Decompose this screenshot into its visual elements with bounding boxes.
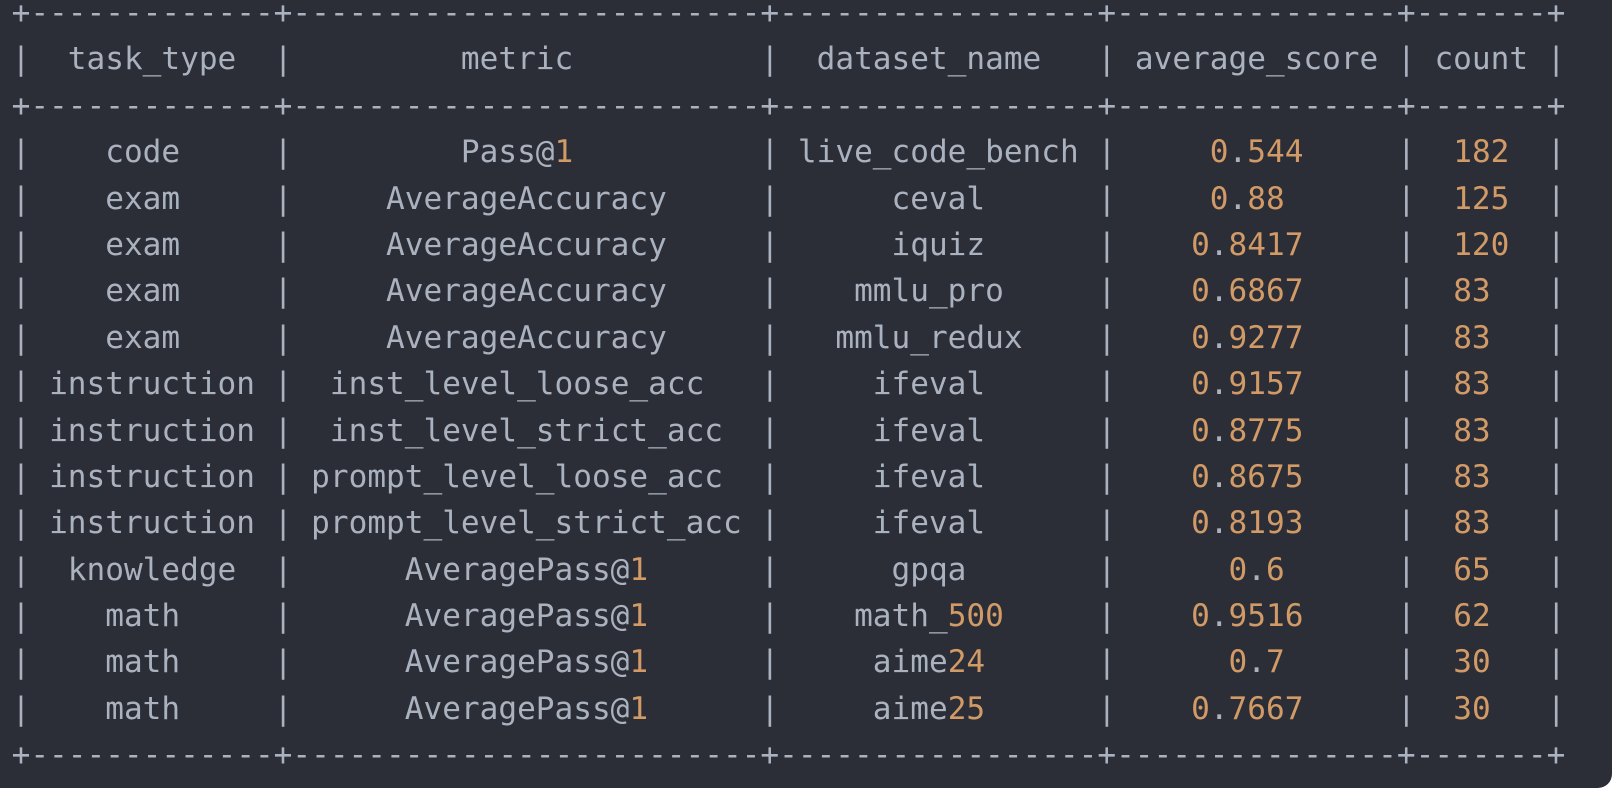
- cell-average-score: 0.7: [1228, 644, 1285, 681]
- cell-average-score: 0.88: [1209, 180, 1285, 217]
- cell-dataset-name: ifeval: [872, 366, 986, 403]
- cell-dataset-name: aime24: [872, 644, 986, 681]
- header-row: | task_type | metric | dataset_name | av…: [11, 41, 1566, 78]
- cell-task-type: knowledge: [67, 551, 237, 588]
- table-row: | math | AveragePass@1 | aime24 | 0.7 | …: [11, 644, 1566, 681]
- cell-metric: prompt_level_loose_acc: [311, 458, 724, 495]
- cell-average-score: 0.6: [1228, 551, 1285, 588]
- cell-count: 120: [1453, 226, 1510, 263]
- cell-task-type: exam: [105, 319, 181, 356]
- cell-dataset-name: ifeval: [872, 505, 986, 542]
- table-row: | exam | AverageAccuracy | mmlu_pro | 0.…: [11, 273, 1566, 310]
- cell-metric: AveragePass@1: [404, 644, 649, 681]
- cell-count: 62: [1453, 598, 1491, 635]
- cell-count: 182: [1453, 134, 1510, 171]
- cell-task-type: task_type: [67, 41, 237, 78]
- table-row: | exam | AverageAccuracy | ceval | 0.88 …: [11, 180, 1566, 217]
- cell-average-score: 0.8417: [1191, 226, 1304, 263]
- table-row: | instruction | prompt_level_loose_acc |…: [11, 458, 1566, 495]
- cell-count: 30: [1453, 644, 1491, 681]
- table-row: | exam | AverageAccuracy | mmlu_redux | …: [11, 319, 1566, 356]
- cell-dataset-name: live_code_bench: [797, 134, 1079, 171]
- cell-metric: AverageAccuracy: [386, 226, 667, 263]
- cell-task-type: instruction: [49, 458, 255, 495]
- cell-dataset-name: ceval: [891, 180, 986, 217]
- table-row: | instruction | inst_level_loose_acc | i…: [11, 366, 1566, 403]
- cell-metric: AveragePass@1: [404, 598, 649, 635]
- table-row: | knowledge | AveragePass@1 | gpqa | 0.6…: [11, 551, 1566, 588]
- table-row: | instruction | inst_level_strict_acc | …: [11, 412, 1566, 449]
- cell-count: 83: [1453, 412, 1491, 449]
- cell-average-score: 0.9157: [1191, 366, 1304, 403]
- cell-count: 125: [1453, 180, 1510, 217]
- cell-dataset-name: math_500: [854, 598, 1004, 635]
- cell-task-type: code: [105, 134, 181, 171]
- cell-count: 83: [1453, 273, 1491, 310]
- cell-task-type: exam: [105, 180, 181, 217]
- cell-metric: AveragePass@1: [404, 551, 649, 588]
- cell-average-score: 0.544: [1209, 134, 1304, 171]
- cell-metric: prompt_level_strict_acc: [311, 505, 742, 542]
- cell-task-type: exam: [105, 226, 181, 263]
- cell-metric: AverageAccuracy: [386, 180, 667, 217]
- cell-dataset-name: iquiz: [891, 226, 986, 263]
- cell-metric: inst_level_loose_acc: [329, 366, 705, 403]
- cell-dataset-name: ifeval: [872, 458, 986, 495]
- cell-average-score: average_score: [1134, 41, 1379, 78]
- cell-dataset-name: aime25: [872, 690, 986, 727]
- cell-metric: AveragePass@1: [404, 690, 649, 727]
- cell-count: 83: [1453, 458, 1491, 495]
- cell-count: 30: [1453, 690, 1491, 727]
- cell-task-type: math: [105, 598, 181, 635]
- cell-count: 83: [1453, 505, 1491, 542]
- table-border: +-------------+-------------------------…: [11, 737, 1566, 774]
- table-row: | code | Pass@1 | live_code_bench | 0.54…: [11, 134, 1566, 171]
- cell-average-score: 0.9277: [1191, 319, 1304, 356]
- cell-count: count: [1434, 41, 1529, 78]
- table-row: | exam | AverageAccuracy | iquiz | 0.841…: [11, 226, 1566, 263]
- results-table: +-------------+-------------------------…: [12, 0, 1566, 779]
- cell-average-score: 0.9516: [1191, 598, 1304, 635]
- cell-count: 83: [1453, 319, 1491, 356]
- cell-dataset-name: mmlu_pro: [854, 273, 1004, 310]
- cell-dataset-name: gpqa: [891, 551, 967, 588]
- cell-task-type: instruction: [49, 412, 255, 449]
- cell-metric: Pass@1: [460, 134, 574, 171]
- cell-average-score: 0.6867: [1191, 273, 1304, 310]
- cell-average-score: 0.8775: [1191, 412, 1304, 449]
- cell-dataset-name: dataset_name: [816, 41, 1042, 78]
- cell-task-type: math: [105, 690, 181, 727]
- cell-count: 65: [1453, 551, 1491, 588]
- cell-count: 83: [1453, 366, 1491, 403]
- table-border: +-------------+-------------------------…: [11, 0, 1566, 31]
- table-row: | math | AveragePass@1 | aime25 | 0.7667…: [11, 690, 1566, 727]
- cell-task-type: math: [105, 644, 181, 681]
- table-row: | instruction | prompt_level_strict_acc …: [11, 505, 1566, 542]
- cell-dataset-name: mmlu_redux: [835, 319, 1023, 356]
- cell-metric: AverageAccuracy: [386, 273, 667, 310]
- table-row: | math | AveragePass@1 | math_500 | 0.95…: [11, 598, 1566, 635]
- cell-task-type: instruction: [49, 366, 255, 403]
- cell-average-score: 0.8193: [1191, 505, 1304, 542]
- cell-metric: inst_level_strict_acc: [329, 412, 724, 449]
- cell-task-type: exam: [105, 273, 181, 310]
- cell-average-score: 0.8675: [1191, 458, 1304, 495]
- cell-dataset-name: ifeval: [872, 412, 986, 449]
- cell-average-score: 0.7667: [1191, 690, 1304, 727]
- cell-metric: AverageAccuracy: [386, 319, 667, 356]
- table-border: +-------------+-------------------------…: [11, 87, 1566, 124]
- cell-metric: metric: [460, 41, 574, 78]
- cell-task-type: instruction: [49, 505, 255, 542]
